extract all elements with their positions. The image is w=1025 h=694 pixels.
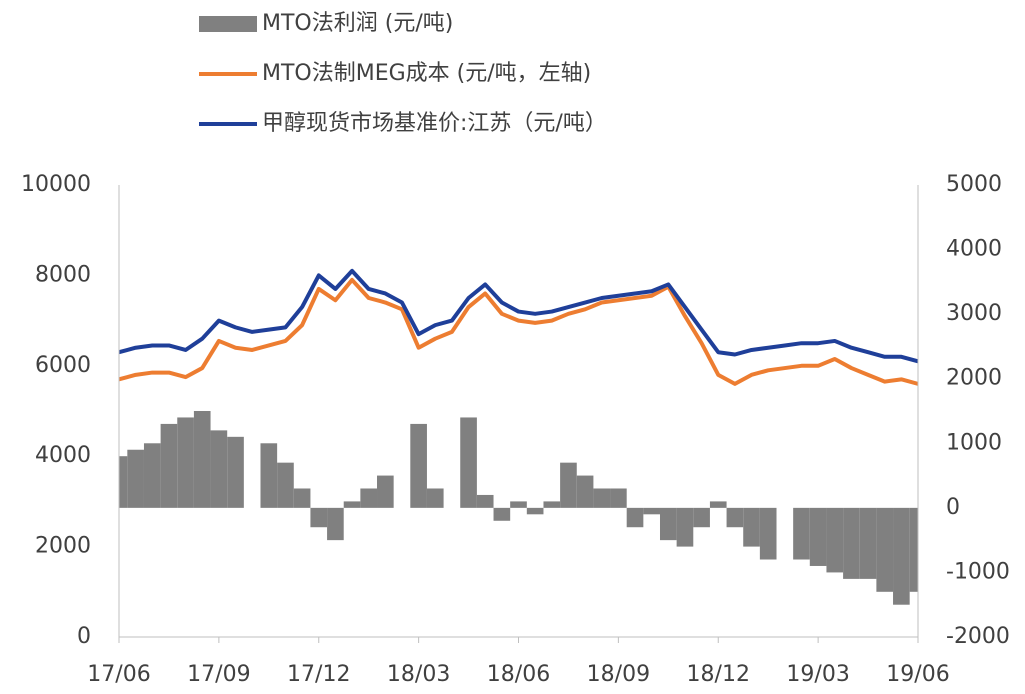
series-line: [118, 277, 919, 386]
profit-bar: [759, 507, 777, 560]
profit-bar: [543, 501, 561, 508]
profit-bar: [193, 411, 211, 508]
profit-bar: [693, 507, 710, 528]
profit-bar: [360, 488, 378, 508]
y-tick-label: 6000: [35, 353, 91, 378]
profit-bar: [843, 507, 860, 579]
profit-bar: [726, 507, 744, 528]
x-tick-label: 18/09: [587, 662, 650, 687]
y-tick-label: 2000: [35, 534, 91, 559]
profit-bar: [643, 507, 660, 515]
profit-bar: [626, 507, 644, 528]
x-tick-label: 17/06: [87, 662, 150, 687]
profit-bar: [410, 423, 427, 508]
profit-bar: [610, 488, 627, 508]
y2-tick-label: 3000: [946, 301, 1002, 326]
profit-bar: [460, 417, 477, 508]
y-tick-label: 8000: [35, 262, 91, 287]
profit-bar: [327, 507, 344, 541]
series-line: [118, 268, 919, 364]
legend-label: MTO法利润 (元/吨): [262, 11, 453, 36]
y-tick-label: 4000: [35, 443, 91, 468]
x-tick-label: 17/09: [187, 662, 250, 687]
profit-bar: [560, 462, 577, 508]
profit-bar: [310, 507, 328, 528]
profit-bar: [293, 488, 311, 508]
y2-tick-label: 1000: [946, 430, 1002, 455]
y2-tick-label: 4000: [946, 237, 1002, 262]
y-tick-label: 10000: [21, 172, 91, 197]
y2-tick-label: 2000: [946, 366, 1002, 391]
profit-bar: [476, 494, 494, 508]
profit-bar: [909, 507, 918, 592]
profit-bar: [143, 443, 161, 508]
profit-bar: [576, 475, 594, 508]
profit-bar: [377, 475, 394, 508]
profit-bar: [177, 417, 194, 508]
profit-bar: [893, 507, 910, 605]
legend-label: 甲醇现货市场基准价:江苏（元/吨）: [262, 111, 607, 136]
profit-bar: [227, 436, 244, 508]
profit-bar: [260, 443, 278, 508]
y2-tick-label: 5000: [946, 172, 1002, 197]
profit-bar: [343, 501, 361, 508]
x-tick-label: 18/06: [487, 662, 550, 687]
profit-bar: [510, 501, 527, 508]
x-tick-label: 18/03: [387, 662, 450, 687]
profit-bar: [119, 456, 128, 508]
x-tick-label: 19/03: [786, 662, 849, 687]
x-tick-label: 17/12: [287, 662, 350, 687]
profit-bar: [210, 430, 228, 508]
profit-bar: [709, 501, 727, 508]
profit-bar: [859, 507, 877, 579]
x-tick-label: 19/06: [886, 662, 949, 687]
profit-bar: [526, 507, 544, 515]
profit-bar: [493, 507, 511, 521]
profit-bar: [826, 507, 844, 573]
x-tick-label: 18/12: [687, 662, 750, 687]
profit-bar: [160, 423, 178, 508]
profit-bar: [659, 507, 677, 541]
profit-bar: [593, 488, 611, 508]
y2-tick-label: 0: [946, 495, 960, 520]
y2-tick-label: -2000: [946, 624, 1010, 649]
profit-bar: [809, 507, 827, 566]
legend-label: MTO法制MEG成本 (元/吨，左轴): [262, 61, 591, 86]
profit-bar: [876, 507, 894, 592]
y2-tick-label: -1000: [946, 559, 1010, 584]
profit-bar: [127, 449, 144, 508]
profit-bar: [793, 507, 810, 560]
y-tick-label: 0: [77, 624, 91, 649]
legend-swatch: [199, 16, 257, 32]
profit-bar: [676, 507, 694, 547]
profit-bar: [277, 462, 294, 508]
profit-bar: [426, 488, 444, 508]
profit-bar: [743, 507, 760, 547]
